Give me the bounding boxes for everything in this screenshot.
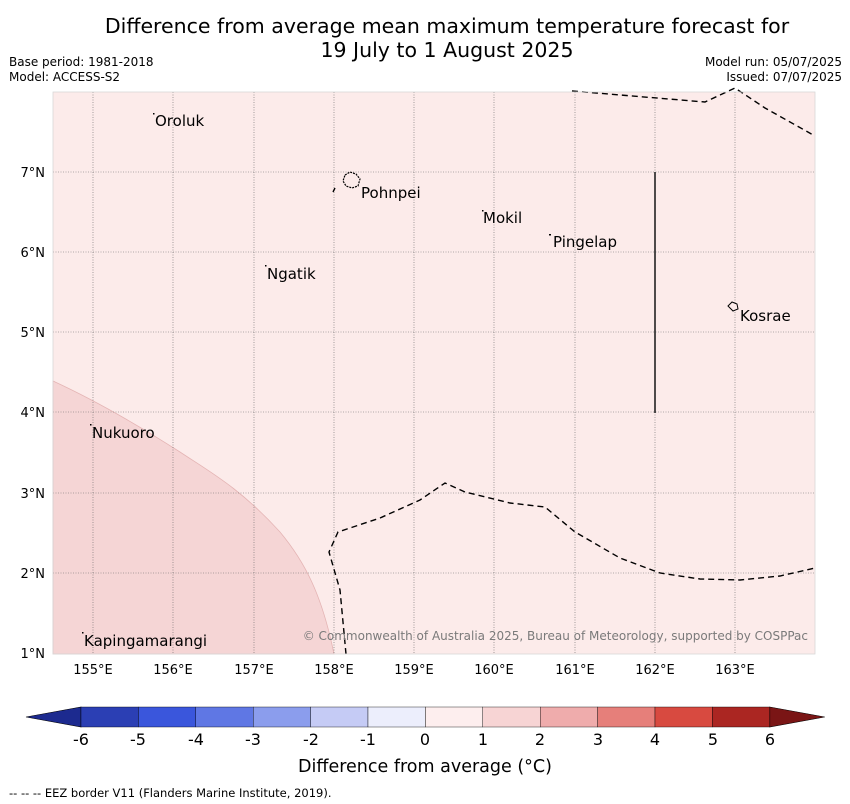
colorbar-tick: 1	[478, 730, 488, 749]
colorbar-segment	[482, 706, 541, 728]
colorbar-segment	[195, 706, 254, 728]
lon-tick: 162°E	[635, 663, 675, 678]
place-labels: Oroluk Pohnpei Mokil Pingelap Ngatik Kos…	[84, 112, 791, 650]
colorbar-segment	[654, 706, 713, 728]
colorbar-label: Difference from average (°C)	[298, 757, 552, 777]
base-period: Base period: 1981-2018	[9, 55, 154, 69]
colorbar-segment	[367, 706, 426, 728]
place-label-ngatik: Ngatik	[267, 265, 316, 283]
place-label-nukuoro: Nukuoro	[92, 424, 155, 442]
colorbar-tick: -5	[130, 730, 146, 749]
model-name: Model: ACCESS-S2	[9, 70, 121, 84]
colorbar-segment	[138, 706, 196, 728]
atoll-markers	[82, 113, 551, 634]
title-line-1: Difference from average mean maximum tem…	[104, 14, 790, 38]
lon-tick: 157°E	[234, 663, 274, 678]
colorbar-segment	[540, 706, 598, 728]
colorbar-segment	[310, 706, 369, 728]
colorbar-tick: 3	[593, 730, 603, 749]
colorbar-extend-low	[25, 706, 82, 728]
lat-tick: 1°N	[21, 647, 46, 662]
colorbar-tick: -1	[360, 730, 376, 749]
colorbar-tick: 0	[420, 730, 430, 749]
colorbar-segment	[425, 706, 483, 728]
kosrae-island-outline	[727, 301, 739, 312]
lon-tick: 159°E	[394, 663, 434, 678]
place-label-pohnpei: Pohnpei	[361, 184, 421, 202]
colorbar-tick: 2	[535, 730, 545, 749]
lat-tick: 2°N	[21, 567, 46, 582]
lon-tick: 160°E	[474, 663, 514, 678]
lat-tick: 6°N	[21, 246, 46, 261]
copyright-notice: © Commonwealth of Australia 2025, Bureau…	[303, 629, 808, 643]
lat-tick: 3°N	[21, 487, 46, 502]
anomaly-region-1-to-2	[52, 380, 335, 655]
place-label-oroluk: Oroluk	[155, 112, 204, 130]
lat-tick: 7°N	[21, 166, 46, 181]
meta-right: Model run: 05/07/2025 Issued: 07/07/2025	[705, 55, 842, 85]
lon-tick: 156°E	[153, 663, 193, 678]
lat-tick-labels: 1°N 2°N 3°N 4°N 5°N 6°N 7°N	[21, 166, 46, 662]
lon-tick: 155°E	[73, 663, 113, 678]
colorbar-tick: -6	[73, 730, 89, 749]
colorbar-tick: -4	[188, 730, 204, 749]
place-label-pingelap: Pingelap	[553, 233, 617, 251]
colorbar-segment	[80, 706, 139, 728]
colorbar-segment	[712, 706, 771, 728]
colorbar-tick: 6	[765, 730, 775, 749]
eez-legend: -- -- -- EEZ border V11 (Flanders Marine…	[9, 786, 332, 800]
model-run: Model run: 05/07/2025	[704, 55, 842, 69]
colorbar-tick: -2	[303, 730, 319, 749]
place-label-kosrae: Kosrae	[740, 307, 791, 325]
place-label-mokil: Mokil	[483, 209, 522, 227]
issued-date: Issued: 07/07/2025	[726, 70, 842, 84]
colorbar-tick: 4	[650, 730, 660, 749]
eez-borders	[328, 87, 816, 655]
lat-tick: 5°N	[21, 326, 46, 341]
title-line-2: 19 July to 1 August 2025	[320, 38, 574, 62]
colorbar-segment	[252, 706, 311, 728]
pohnpei-island-outline	[342, 171, 361, 189]
lat-tick: 4°N	[21, 406, 46, 421]
colorbar-tick-labels: -6 -5 -4 -3 -2 -1 0 1 2 3 4 5 6	[73, 730, 775, 749]
colorbar-segment	[597, 706, 656, 728]
meta-left: Base period: 1981-2018 Model: ACCESS-S2	[9, 55, 154, 85]
map-frame	[52, 91, 816, 655]
colorbar	[25, 706, 825, 728]
colorbar-tick: -3	[245, 730, 261, 749]
map-title: Difference from average mean maximum tem…	[0, 14, 850, 62]
lon-tick: 163°E	[715, 663, 755, 678]
colorbar-extend-high	[769, 706, 825, 728]
place-label-kapingamarangi: Kapingamarangi	[84, 632, 207, 650]
lon-tick: 158°E	[314, 663, 354, 678]
colorbar-tick: 5	[708, 730, 718, 749]
lon-tick-labels: 155°E 156°E 157°E 158°E 159°E 160°E 161°…	[73, 663, 755, 678]
lon-tick: 161°E	[555, 663, 595, 678]
